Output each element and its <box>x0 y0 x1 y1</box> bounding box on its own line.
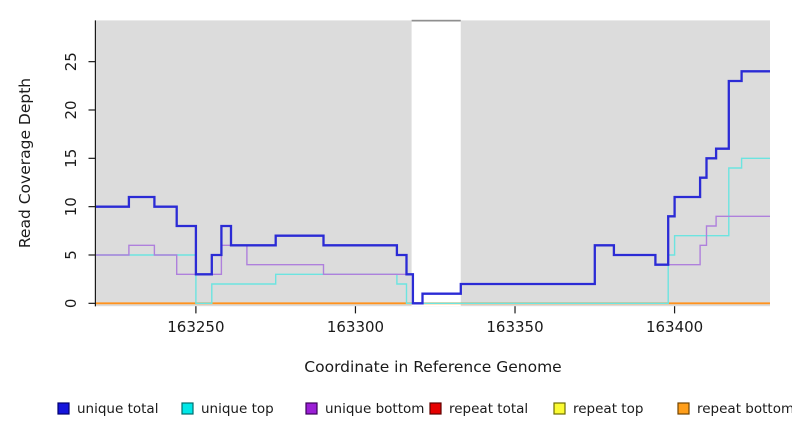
y-tick-label: 15 <box>62 149 80 168</box>
x-tick-label: 163400 <box>646 318 703 336</box>
y-tick-label: 10 <box>62 197 80 216</box>
x-tick-label: 163350 <box>486 318 543 336</box>
legend-item-unique-top: unique top <box>181 401 274 417</box>
legend-item-unique-bottom: unique bottom <box>305 401 424 417</box>
x-tick-label: 163250 <box>167 318 224 336</box>
legend-label: unique top <box>201 401 274 417</box>
legend-swatch-icon <box>181 402 194 415</box>
highlight-band-rect <box>411 20 461 307</box>
legend-label: unique total <box>77 401 158 417</box>
x-axis-ticks: 163250 163300 163350 163400 <box>167 306 703 336</box>
highlight-band-top-border <box>411 19 461 22</box>
highlight-band <box>411 19 461 307</box>
legend-label: unique bottom <box>325 401 424 417</box>
legend-label: repeat top <box>573 401 643 417</box>
legend-item-repeat-top: repeat top <box>553 401 643 417</box>
legend-label: repeat total <box>449 401 528 417</box>
series-line-unique-total <box>96 70 770 305</box>
legend-item-unique-total: unique total <box>57 401 158 417</box>
legend-label: repeat bottom <box>697 401 792 417</box>
legend-swatch-icon <box>553 402 566 415</box>
x-tick-label: 163300 <box>327 318 384 336</box>
y-axis-ticks: 0 5 10 15 20 25 <box>62 52 96 309</box>
legend-swatch-icon <box>57 402 70 415</box>
x-axis-title: Coordinate in Reference Genome <box>304 358 561 376</box>
legend-item-repeat-bottom: repeat bottom <box>677 401 792 417</box>
legend-swatch-icon <box>429 402 442 415</box>
legend-item-repeat-total: repeat total <box>429 401 528 417</box>
legend-swatch-icon <box>305 402 318 415</box>
series-line-unique-top <box>96 157 770 304</box>
y-tick-label: 20 <box>62 100 80 119</box>
legend: unique total unique top unique bottom repea… <box>57 401 792 417</box>
y-tick-label: 0 <box>62 299 80 309</box>
y-tick-label: 5 <box>62 250 80 260</box>
y-tick-label: 25 <box>62 52 80 71</box>
series-lines <box>96 70 770 305</box>
legend-swatch-icon <box>677 402 690 415</box>
y-axis-title: Read Coverage Depth <box>16 78 34 248</box>
